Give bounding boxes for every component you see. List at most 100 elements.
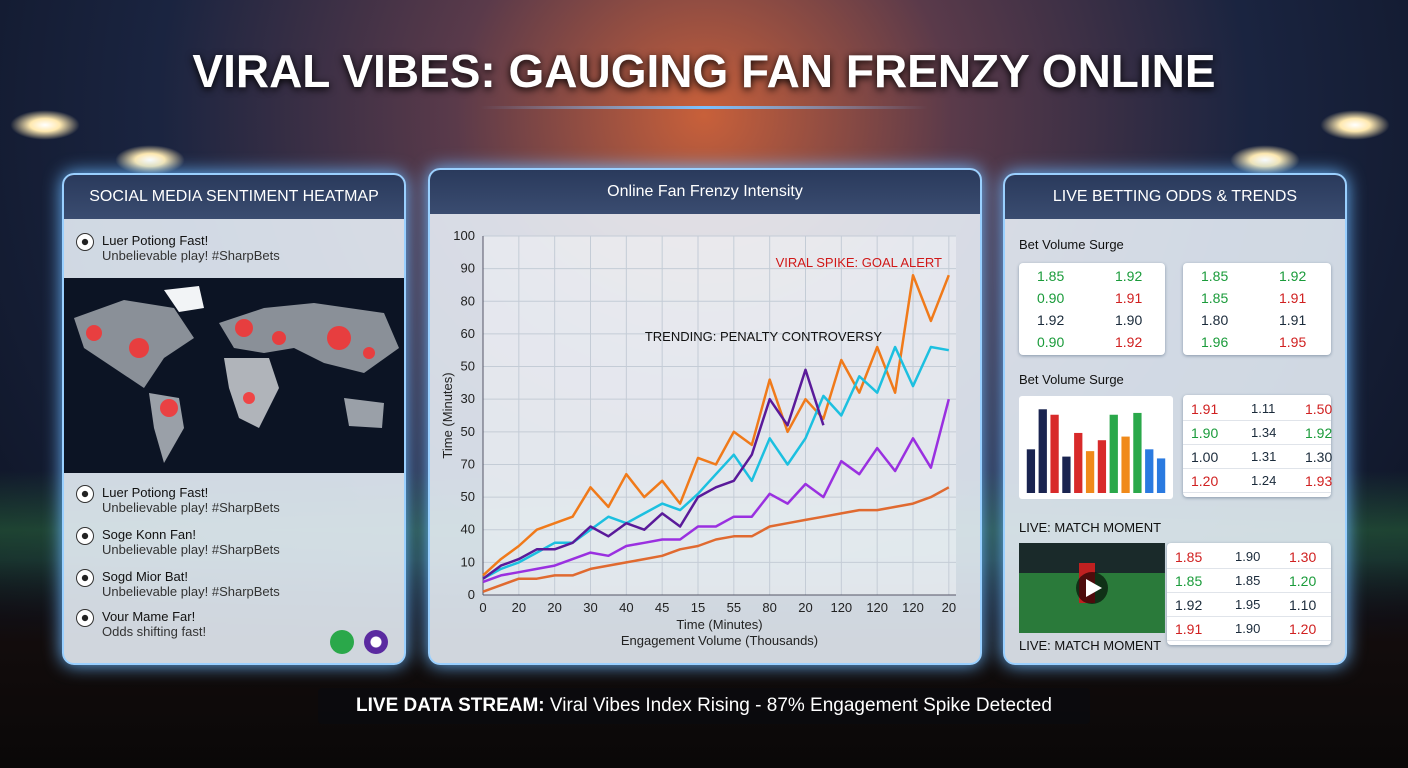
live-banner: LIVE DATA STREAM: Viral Vibes Index Risi… [318, 688, 1090, 724]
hotspot [363, 347, 375, 359]
odds-table: 1.85 1.90 1.30 1.85 1.85 1.20 1.92 1.95 1.10 1.91… [1167, 543, 1331, 645]
post: Luer Potiong Fast! Unbelievable play! #Sh… [76, 485, 280, 515]
odds-value: 1.95 [1235, 597, 1261, 612]
post-text: Unbelievable play! #SharpBets [102, 500, 280, 515]
ball-icon [364, 630, 388, 654]
x-tick-label: 40 [619, 600, 633, 615]
land [164, 286, 204, 312]
bar [1062, 456, 1071, 493]
odds-value: 1.92 [1037, 312, 1065, 328]
x-tick-label: 120 [866, 600, 888, 615]
hotspot [129, 338, 149, 358]
post: Soge Konn Fan! Unbelievable play! #SharpB… [76, 527, 280, 557]
x-axis-label: Engagement Volume (Thousands) [621, 633, 818, 648]
post-text: Unbelievable play! #SharpBets [102, 248, 280, 263]
series-line [482, 345, 950, 580]
odds-row: 1.90 1.34 1.92 [1183, 422, 1332, 445]
odds-value: 0.90 [1037, 334, 1065, 350]
x-tick-label: 20 [512, 600, 526, 615]
annotation: TRENDING: PENALTY CONTROVERSY [645, 329, 882, 344]
land [219, 303, 399, 373]
series-line [482, 368, 825, 580]
y-tick-label: 50 [461, 424, 475, 439]
odds-row: 0.90 1.92 [1019, 331, 1165, 353]
hotspots [86, 319, 375, 417]
odds-row: 1.92 1.90 [1019, 309, 1165, 331]
x-tick-label: 30 [583, 600, 597, 615]
odds-value: 1.20 [1191, 473, 1219, 489]
post-text: Odds shifting fast! [102, 624, 207, 639]
panel-footer: LIVE: MATCH MOMENT [1019, 638, 1162, 653]
y-tick-label: 50 [461, 359, 475, 374]
y-tick-label: 50 [461, 489, 475, 504]
x-axis-label: Time (Minutes) [676, 617, 762, 632]
ball-icon [76, 569, 94, 587]
coin-icon [330, 630, 354, 654]
panel-title: SOCIAL MEDIA SENTIMENT HEATMAP [64, 175, 404, 219]
hotspot [327, 326, 351, 350]
section-heading: Bet Volume Surge [1019, 237, 1124, 252]
y-tick-label: 60 [461, 326, 475, 341]
odds-value: 1.91 [1279, 312, 1307, 328]
hotspot [235, 319, 253, 337]
stadium-light [10, 110, 80, 140]
odds-value: 1.85 [1201, 290, 1229, 306]
odds-value: 1.80 [1201, 312, 1229, 328]
odds-value: 1.91 [1175, 621, 1203, 637]
line-chart: 0 10 40 50 70 50 30 50 60 80 90 100 0 20 20 30 40 45 15 55 8… [440, 228, 956, 648]
odds-value: 1.91 [1191, 401, 1219, 417]
odds-value: 1.96 [1201, 334, 1229, 350]
x-tick-label: 20 [798, 600, 812, 615]
x-tick-label: 120 [902, 600, 924, 615]
ball-icon [76, 233, 94, 251]
odds-value: 1.30 [1305, 449, 1333, 465]
odds-value: 1.91 [1279, 290, 1307, 306]
heatmap [64, 278, 404, 473]
annotation: VIRAL SPIKE: GOAL ALERT [776, 255, 942, 270]
bar [1074, 432, 1083, 493]
odds-value: 1.31 [1251, 449, 1277, 464]
x-tick-label: 20 [942, 600, 956, 615]
stadium-light [1230, 145, 1300, 175]
x-tick-label: 80 [762, 600, 776, 615]
odds-row: 1.85 1.91 [1183, 287, 1331, 309]
odds-value: 1.90 [1191, 425, 1219, 441]
series-line [482, 486, 950, 593]
video-thumbnail[interactable] [1019, 543, 1165, 633]
y-tick-label: 40 [461, 522, 475, 537]
x-tick-label: 55 [727, 600, 741, 615]
odds-value: 1.85 [1235, 573, 1261, 588]
x-tick-label: 15 [691, 600, 705, 615]
odds-row: 1.80 1.91 [1183, 309, 1331, 331]
post-user: Soge Konn Fan! [102, 527, 196, 542]
y-tick-label: 90 [461, 261, 475, 276]
post-user: Luer Potiong Fast! [102, 233, 209, 248]
odds-row: 1.96 1.95 [1183, 331, 1331, 353]
odds-value: 0.90 [1037, 290, 1065, 306]
bar [1097, 440, 1107, 493]
odds-row: 1.91 1.11 1.50 [1183, 398, 1333, 421]
odds-value: 1.50 [1305, 401, 1333, 417]
odds-row: 1.20 1.24 1.93 [1183, 470, 1332, 493]
bar [1038, 409, 1047, 493]
odds-value: 1.90 [1235, 621, 1261, 636]
ball-icon [76, 527, 94, 545]
y-tick-label: 0 [468, 587, 475, 602]
bar [1050, 414, 1059, 493]
odds-value: 1.20 [1289, 621, 1317, 637]
odds-value: 1.92 [1115, 334, 1143, 350]
post-text: Unbelievable play! #SharpBets [102, 584, 280, 599]
odds-value: 1.91 [1115, 290, 1143, 306]
odds-row: 1.85 1.85 1.20 [1167, 570, 1331, 593]
post-user: Sogd Mior Bat! [102, 569, 188, 584]
ball-icon [76, 609, 94, 627]
post: Luer Potiong Fast! Unbelievable play! #Sh… [76, 233, 280, 263]
section-heading: Bet Volume Surge [1019, 372, 1124, 387]
bar-chart [1019, 396, 1173, 499]
post: Vour Mame Far! Odds shifting fast! [76, 609, 206, 639]
odds-value: 1.11 [1251, 401, 1276, 416]
title-rule [480, 106, 928, 109]
odds-value: 1.24 [1251, 473, 1277, 488]
